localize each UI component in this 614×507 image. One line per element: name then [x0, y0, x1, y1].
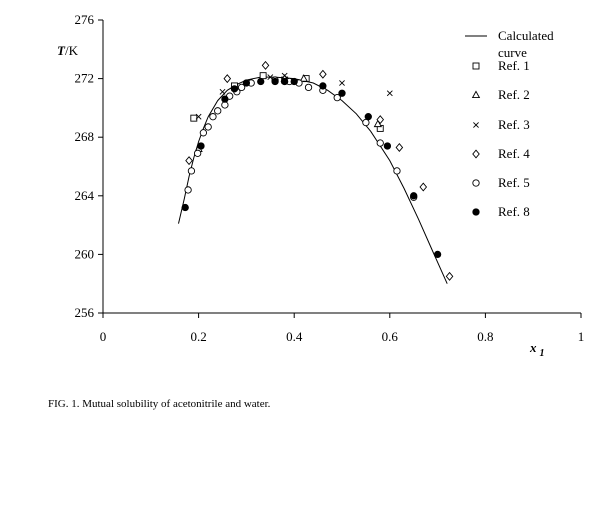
data-point-ref-3 — [219, 88, 226, 95]
legend-marker-square — [472, 62, 480, 70]
legend-marker-cross — [473, 122, 479, 128]
data-point-ref-8 — [257, 77, 265, 86]
data-point-ref-3 — [281, 72, 288, 79]
y-tick-label: 276 — [75, 12, 95, 27]
x-tick-label: 0.2 — [190, 329, 206, 344]
legend-label: Ref. 5 — [498, 175, 530, 190]
x-tick-label: 1 — [578, 329, 585, 344]
data-point-ref-5 — [204, 123, 212, 131]
data-point-ref-4 — [376, 115, 385, 125]
data-point-ref-8 — [221, 95, 229, 103]
data-point-ref-8 — [410, 192, 418, 200]
data-point-ref-5 — [376, 139, 384, 147]
legend-label: Ref. 4 — [498, 146, 530, 161]
x-tick-label: 0.4 — [286, 329, 303, 344]
data-point-ref-5 — [393, 167, 401, 175]
legend-marker-triangle — [471, 90, 481, 99]
data-point-ref-8 — [280, 77, 289, 86]
y-tick-label: 268 — [75, 129, 95, 144]
data-point-ref-8 — [197, 142, 205, 150]
data-point-ref-5 — [187, 167, 196, 175]
data-point-ref-5 — [209, 113, 217, 121]
y-tick-label: 260 — [75, 246, 95, 261]
data-point-ref-8 — [181, 203, 189, 212]
data-point-ref-8 — [433, 250, 442, 259]
figure-caption: FIG. 1. Mutual solubility of acetonitril… — [48, 398, 271, 410]
data-point-ref-5 — [237, 83, 246, 92]
data-point-ref-5 — [333, 93, 341, 102]
data-point-ref-3 — [339, 80, 345, 86]
data-point-ref-8 — [290, 77, 298, 86]
data-point-ref-8 — [230, 85, 239, 93]
y-tick-label: 272 — [75, 71, 95, 86]
legend-label: Ref. 3 — [498, 117, 530, 132]
legend-label: Ref. 1 — [498, 58, 530, 73]
legend-marker-circle-open — [472, 179, 480, 187]
data-point-ref-3 — [195, 113, 202, 120]
data-point-ref-8 — [383, 142, 392, 150]
plot-area: 256 260 264 268 272 276 0 0.2 0.4 0.6 0.8 1 — [75, 12, 585, 344]
legend-marker-diamond — [472, 149, 480, 159]
data-point-ref-4 — [223, 74, 232, 84]
data-point-ref-5 — [214, 107, 222, 115]
data-point-ref-4 — [419, 182, 428, 192]
data-point-ref-5 — [304, 83, 313, 92]
data-point-ref-2 — [299, 74, 308, 82]
data-point-ref-2 — [373, 119, 383, 128]
data-point-ref-4 — [395, 142, 404, 152]
legend-label: Ref. 8 — [498, 204, 530, 219]
legend-label-line2: curve — [498, 45, 527, 60]
data-point-ref-5 — [193, 149, 202, 157]
data-point-ref-1 — [259, 72, 267, 80]
data-point-ref-1 — [190, 114, 198, 122]
data-point-ref-4 — [445, 271, 454, 281]
data-point-ref-5 — [184, 186, 192, 194]
y-tick-label: 256 — [75, 305, 95, 320]
data-point-ref-8 — [364, 113, 372, 121]
y-axis-label: T/K — [57, 43, 79, 58]
x-tick-label: 0.8 — [477, 329, 493, 344]
x-tick-label: 0 — [100, 329, 107, 344]
data-point-ref-4 — [185, 156, 193, 166]
data-point-ref-8 — [319, 82, 327, 90]
x-tick-label: 0.6 — [382, 329, 399, 344]
data-point-ref-4 — [261, 60, 270, 70]
legend-marker-circle-filled — [472, 208, 480, 216]
data-point-ref-8 — [338, 89, 346, 97]
data-point-ref-8 — [242, 79, 251, 87]
y-tick-label: 264 — [75, 188, 95, 203]
data-point-ref-4 — [319, 69, 327, 79]
data-point-ref-8 — [271, 77, 279, 86]
data-point-ref-5 — [199, 129, 208, 137]
legend-label: Ref. 2 — [498, 87, 530, 102]
data-point-ref-3 — [386, 90, 393, 97]
legend-label: Calculated — [498, 28, 554, 43]
